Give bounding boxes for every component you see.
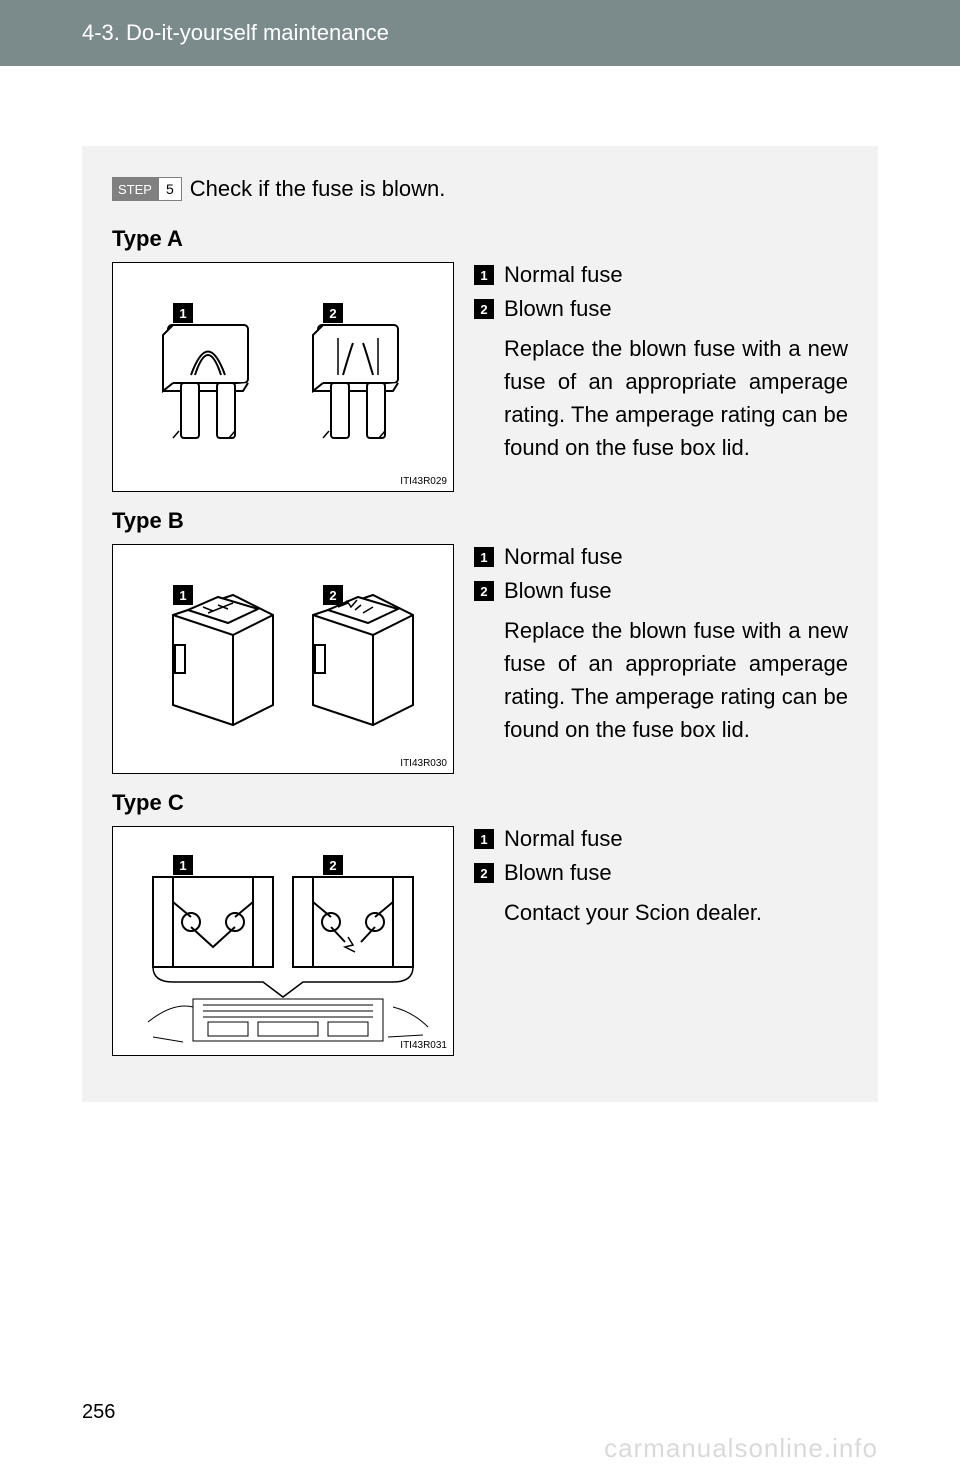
watermark: carmanualsonline.info	[604, 1433, 878, 1464]
desc-paragraph-b: Replace the blown fuse with a new fuse o…	[474, 614, 848, 746]
figure-c-callout-1: 1	[173, 855, 193, 875]
fuse-diagram-c	[113, 827, 453, 1057]
desc-item-a1: 1 Normal fuse	[474, 262, 848, 288]
figure-c-callout-2: 2	[323, 855, 343, 875]
type-heading-b: Type B	[112, 508, 848, 534]
desc-paragraph-a: Replace the blown fuse with a new fuse o…	[474, 332, 848, 464]
type-heading-a: Type A	[112, 226, 848, 252]
desc-item-c2: 2 Blown fuse	[474, 860, 848, 886]
content-box: STEP 5 Check if the fuse is blown. Type …	[82, 146, 878, 1102]
description-c: 1 Normal fuse 2 Blown fuse Contact your …	[474, 826, 848, 1056]
desc-label-b2: Blown fuse	[504, 578, 612, 604]
figure-a: 1 2 ITI43R029	[112, 262, 454, 492]
figure-c: 1 2 ITI43R031	[112, 826, 454, 1056]
num-box-c1: 1	[474, 829, 494, 849]
desc-label-a1: Normal fuse	[504, 262, 623, 288]
desc-item-a2: 2 Blown fuse	[474, 296, 848, 322]
desc-item-b1: 1 Normal fuse	[474, 544, 848, 570]
num-box-b2: 2	[474, 581, 494, 601]
figure-a-callout-1: 1	[173, 303, 193, 323]
num-box-1: 1	[474, 265, 494, 285]
header-bar: 4-3. Do-it-yourself maintenance	[0, 0, 960, 66]
figure-a-callout-2: 2	[323, 303, 343, 323]
fuse-diagram-b	[113, 545, 453, 775]
desc-label-c2: Blown fuse	[504, 860, 612, 886]
desc-item-c1: 1 Normal fuse	[474, 826, 848, 852]
figure-b-callout-2: 2	[323, 585, 343, 605]
num-box-b1: 1	[474, 547, 494, 567]
step-instruction: Check if the fuse is blown.	[190, 176, 446, 202]
description-a: 1 Normal fuse 2 Blown fuse Replace the b…	[474, 262, 848, 492]
description-b: 1 Normal fuse 2 Blown fuse Replace the b…	[474, 544, 848, 774]
step-badge-text: STEP	[112, 177, 158, 201]
figure-b-callout-1: 1	[173, 585, 193, 605]
step-badge: STEP 5	[112, 177, 182, 201]
figure-code-b: ITI43R030	[400, 758, 447, 769]
desc-paragraph-c: Contact your Scion dealer.	[474, 896, 848, 929]
type-heading-c: Type C	[112, 790, 848, 816]
step-badge-number: 5	[158, 177, 182, 201]
figure-code-c: ITI43R031	[400, 1040, 447, 1051]
figure-code-a: ITI43R029	[400, 476, 447, 487]
desc-item-b2: 2 Blown fuse	[474, 578, 848, 604]
section-title: 4-3. Do-it-yourself maintenance	[82, 20, 389, 45]
desc-label-c1: Normal fuse	[504, 826, 623, 852]
num-box-c2: 2	[474, 863, 494, 883]
type-block-c: 1 2 ITI43R031 1 Normal fuse 2 Blown fuse…	[112, 826, 848, 1056]
num-box-2: 2	[474, 299, 494, 319]
desc-label-b1: Normal fuse	[504, 544, 623, 570]
figure-b: 1 2 ITI43R030	[112, 544, 454, 774]
type-block-a: 1 2 ITI43R029 1 Normal fuse 2 Blown fuse…	[112, 262, 848, 492]
fuse-diagram-a	[113, 263, 453, 493]
type-block-b: 1 2 ITI43R030 1 Normal fuse 2 Blown fuse…	[112, 544, 848, 774]
page-number: 256	[82, 1401, 115, 1424]
step-row: STEP 5 Check if the fuse is blown.	[112, 176, 848, 202]
desc-label-a2: Blown fuse	[504, 296, 612, 322]
